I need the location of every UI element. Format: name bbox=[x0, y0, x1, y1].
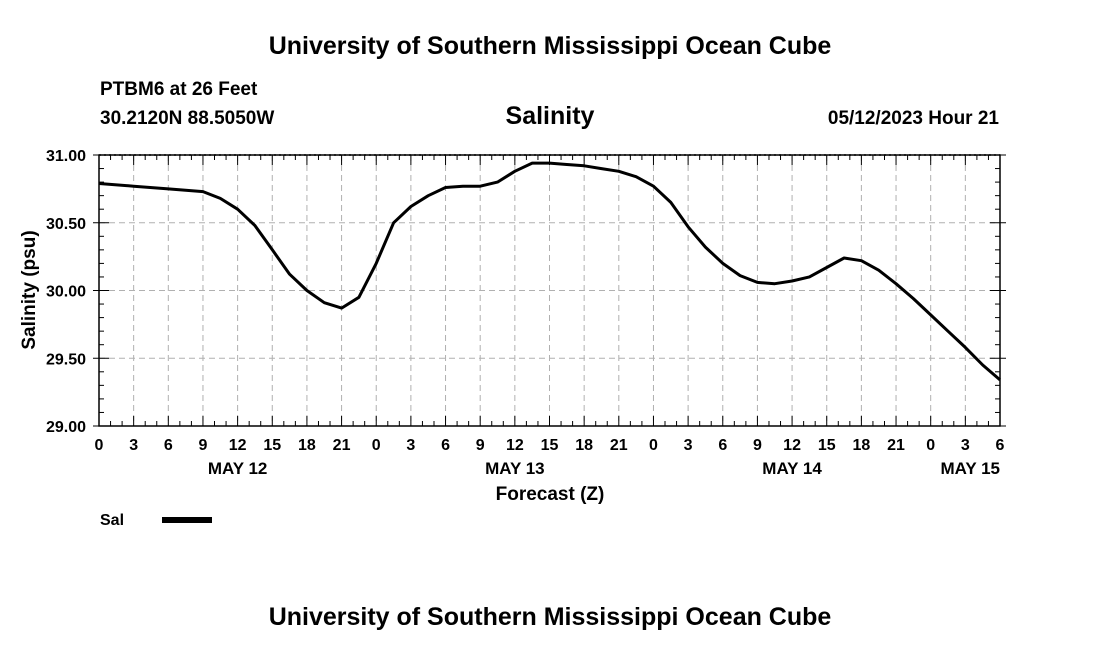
x-tick-label: 6 bbox=[164, 437, 173, 454]
page-title: University of Southern Mississippi Ocean… bbox=[269, 32, 832, 60]
x-tick-label: 3 bbox=[406, 437, 415, 454]
date-label: MAY 12 bbox=[208, 459, 268, 478]
date-label: MAY 13 bbox=[485, 459, 545, 478]
date-label: MAY 15 bbox=[940, 459, 1000, 478]
x-tick-label: 21 bbox=[887, 437, 905, 454]
y-tick-label: 31.00 bbox=[46, 148, 86, 165]
x-tick-label: 0 bbox=[95, 437, 104, 454]
y-tick-label: 30.00 bbox=[46, 284, 86, 301]
y-tick-label: 29.50 bbox=[46, 351, 86, 368]
x-axis-label: Forecast (Z) bbox=[496, 484, 605, 505]
x-tick-label: 3 bbox=[961, 437, 970, 454]
date-labels: MAY 12 MAY 13 MAY 14 MAY 15 bbox=[208, 459, 1000, 478]
y-axis-label: Salinity (psu) bbox=[19, 230, 40, 349]
footer-title: University of Southern Mississippi Ocean… bbox=[269, 603, 832, 631]
x-tick-label: 15 bbox=[263, 437, 281, 454]
x-tick-label: 21 bbox=[610, 437, 628, 454]
x-tick-label: 18 bbox=[575, 437, 593, 454]
x-tick-label: 6 bbox=[718, 437, 727, 454]
y-tick-label: 29.00 bbox=[46, 419, 86, 436]
station-coordinates: 30.2120N 88.5050W bbox=[100, 108, 274, 129]
y-tick-label: 30.50 bbox=[46, 216, 86, 233]
x-tick-label: 9 bbox=[476, 437, 485, 454]
x-tick-label: 15 bbox=[818, 437, 836, 454]
x-tick-label: 15 bbox=[541, 437, 559, 454]
x-tick-label: 9 bbox=[753, 437, 762, 454]
date-label: MAY 14 bbox=[762, 459, 822, 478]
grid bbox=[99, 155, 1000, 426]
x-tick-label: 18 bbox=[298, 437, 316, 454]
x-tick-labels: 0 3 6 9 12 15 18 21 0 3 6 9 12 15 18 21 0 3 6 9 12 15 18 21 0 3 6 bbox=[95, 437, 1005, 454]
x-tick-label: 21 bbox=[333, 437, 351, 454]
legend-swatch bbox=[162, 517, 212, 523]
forecast-datetime: 05/12/2023 Hour 21 bbox=[828, 108, 1000, 129]
axis-ticks bbox=[93, 154, 1006, 427]
station-label: PTBM6 at 26 Feet bbox=[100, 79, 258, 100]
x-tick-label: 0 bbox=[649, 437, 658, 454]
legend-label: Sal bbox=[100, 512, 124, 529]
x-tick-label: 12 bbox=[506, 437, 524, 454]
x-tick-label: 0 bbox=[372, 437, 381, 454]
x-tick-label: 9 bbox=[199, 437, 208, 454]
x-tick-label: 3 bbox=[129, 437, 138, 454]
x-tick-label: 12 bbox=[783, 437, 801, 454]
x-tick-label: 0 bbox=[926, 437, 935, 454]
x-tick-label: 3 bbox=[684, 437, 693, 454]
y-tick-labels: 29.00 29.50 30.00 30.50 31.00 bbox=[46, 148, 86, 436]
salinity-series-line bbox=[98, 161, 1001, 382]
x-tick-label: 6 bbox=[996, 437, 1005, 454]
x-tick-label: 6 bbox=[441, 437, 450, 454]
chart-title: Salinity bbox=[506, 102, 595, 130]
x-tick-label: 12 bbox=[229, 437, 247, 454]
x-tick-label: 18 bbox=[852, 437, 870, 454]
